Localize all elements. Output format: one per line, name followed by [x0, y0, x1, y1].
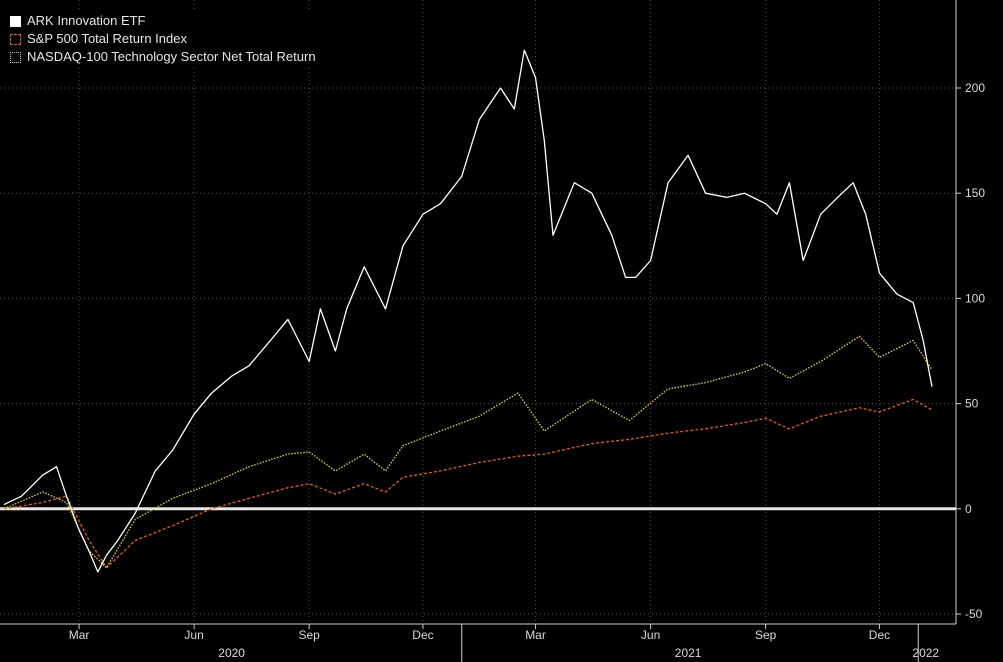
- x-tick-label: Sep: [298, 628, 320, 642]
- y-tick-label: 0: [965, 502, 972, 516]
- y-tick-label: 150: [965, 186, 985, 200]
- year-separators: [461, 624, 919, 662]
- x-tick-label: Mar: [69, 628, 90, 642]
- y-tick-label: 200: [965, 81, 985, 95]
- x-tick-label: Jun: [184, 628, 203, 642]
- legend-item-nasdaq: NASDAQ-100 Technology Sector Net Total R…: [10, 48, 316, 66]
- x-tick-label: Mar: [525, 628, 546, 642]
- series-line-nasdaq: [3, 335, 933, 569]
- year-label: 2020: [218, 646, 245, 660]
- x-tick-label: Dec: [412, 628, 433, 642]
- year-label: 2021: [675, 646, 702, 660]
- gridlines: [0, 0, 956, 624]
- legend-label-ark: ARK Innovation ETF: [27, 13, 146, 28]
- x-tick-label: Dec: [869, 628, 890, 642]
- legend-item-ark: ARK Innovation ETF: [10, 12, 316, 30]
- y-tick-label: -50: [965, 607, 983, 621]
- y-tick-label: 50: [965, 397, 979, 411]
- series-line-ark: [3, 49, 933, 573]
- x-axis: Mar Jun Sep Dec Mar Jun Sep Dec 2020 2021 2022: [0, 623, 956, 660]
- legend-label-sp500: S&P 500 Total Return Index: [27, 31, 187, 46]
- year-label: 2022: [912, 646, 939, 660]
- legend-label-nasdaq: NASDAQ-100 Technology Sector Net Total R…: [27, 49, 316, 64]
- legend-swatch-ark: [10, 15, 21, 27]
- x-tick-label: Sep: [755, 628, 777, 642]
- legend-swatch-sp500: [10, 33, 21, 45]
- legend: ARK Innovation ETF S&P 500 Total Return …: [4, 10, 322, 68]
- series-line-sp500: [3, 398, 933, 569]
- legend-swatch-nasdaq: [10, 51, 21, 63]
- y-tick-label: 100: [965, 291, 985, 305]
- x-tick-label: Jun: [641, 628, 660, 642]
- y-axis: 200 150 100 50 0 -50: [955, 0, 985, 624]
- series-lines: [3, 49, 933, 573]
- legend-item-sp500: S&P 500 Total Return Index: [10, 30, 316, 48]
